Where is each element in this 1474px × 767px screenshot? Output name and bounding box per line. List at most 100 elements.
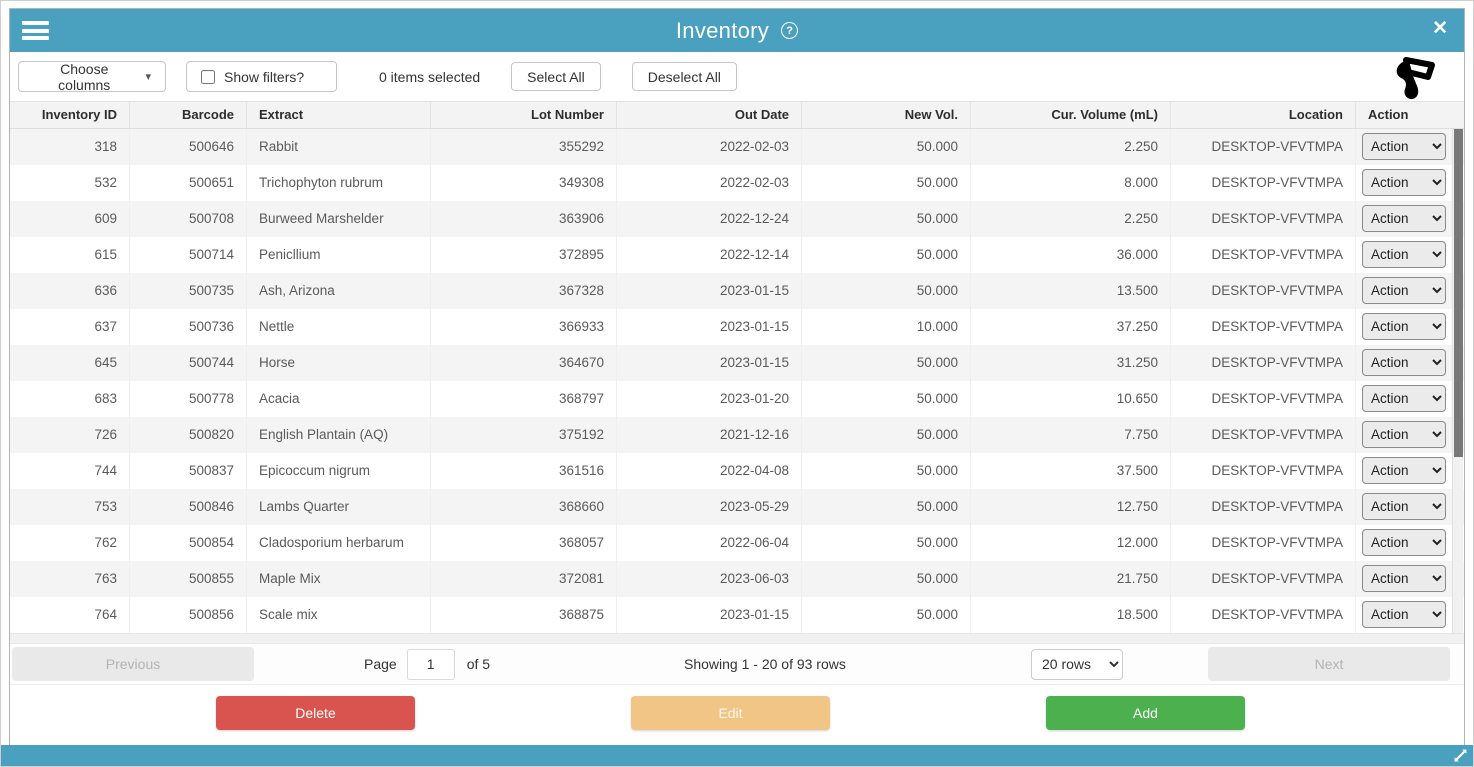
- inventory-table: Inventory ID Barcode Extract Lot Number Out …: [10, 101, 1464, 633]
- table-row[interactable]: 609 500708 Burweed Marshelder 363906 202…: [10, 201, 1464, 237]
- cell-out-date: 2022-12-14: [617, 237, 802, 273]
- table-body: 318 500646 Rabbit 355292 2022-02-03 50.0…: [10, 129, 1464, 633]
- horizontal-scrollbar[interactable]: [10, 633, 1464, 643]
- cell-inventory-id: 532: [10, 165, 130, 201]
- column-header-inventory_id[interactable]: Inventory ID: [10, 102, 130, 128]
- cell-inventory-id: 762: [10, 525, 130, 561]
- column-header-new_vol[interactable]: New Vol.: [802, 102, 971, 128]
- column-header-out_date[interactable]: Out Date: [617, 102, 802, 128]
- show-filters-checkbox[interactable]: [201, 69, 215, 84]
- table-row[interactable]: 763 500855 Maple Mix 372081 2023-06-03 5…: [10, 561, 1464, 597]
- page-label: Page: [364, 656, 397, 672]
- cell-inventory-id: 609: [10, 201, 130, 237]
- next-page-button[interactable]: Next: [1208, 647, 1450, 681]
- cell-barcode: 500855: [130, 561, 247, 597]
- table-row[interactable]: 318 500646 Rabbit 355292 2022-02-03 50.0…: [10, 129, 1464, 165]
- row-action-select[interactable]: Action: [1362, 349, 1446, 376]
- column-header-lot_number[interactable]: Lot Number: [431, 102, 617, 128]
- table-row[interactable]: 636 500735 Ash, Arizona 367328 2023-01-1…: [10, 273, 1464, 309]
- page-title: Inventory: [675, 17, 770, 43]
- column-header-action[interactable]: Action: [1368, 107, 1409, 122]
- resize-diagonal-icon[interactable]: [1452, 747, 1469, 764]
- cell-out-date: 2022-02-03: [617, 165, 802, 201]
- hamburger-menu-icon[interactable]: [22, 21, 49, 40]
- table-row[interactable]: 683 500778 Acacia 368797 2023-01-20 50.0…: [10, 381, 1464, 417]
- table-row[interactable]: 532 500651 Trichophyton rubrum 349308 20…: [10, 165, 1464, 201]
- vertical-scrollbar-thumb[interactable]: [1454, 129, 1463, 457]
- cell-location: DESKTOP-VFVTMPA: [1171, 597, 1356, 633]
- cell-inventory-id: 753: [10, 489, 130, 525]
- row-action-select[interactable]: Action: [1362, 493, 1446, 520]
- row-action-select[interactable]: Action: [1362, 277, 1446, 304]
- column-header-extract[interactable]: Extract: [247, 102, 431, 128]
- show-filters-toggle[interactable]: Show filters?: [186, 61, 337, 92]
- rows-per-page-select[interactable]: 20 rows: [1031, 648, 1123, 680]
- cell-extract: Acacia: [247, 381, 431, 417]
- cell-action: Action: [1356, 201, 1448, 237]
- table-row[interactable]: 764 500856 Scale mix 368875 2023-01-15 5…: [10, 597, 1464, 633]
- column-header-cur_volume[interactable]: Cur. Volume (mL): [971, 102, 1171, 128]
- cell-action: Action: [1356, 165, 1448, 201]
- cell-location: DESKTOP-VFVTMPA: [1171, 345, 1356, 381]
- help-icon[interactable]: ?: [781, 22, 799, 39]
- cell-inventory-id: 636: [10, 273, 130, 309]
- previous-page-button[interactable]: Previous: [12, 647, 254, 681]
- select-all-button[interactable]: Select All: [511, 62, 601, 91]
- cell-new-vol: 50.000: [802, 417, 971, 453]
- edit-button[interactable]: Edit: [631, 695, 830, 730]
- table-row[interactable]: 744 500837 Epicoccum nigrum 361516 2022-…: [10, 453, 1464, 489]
- cell-new-vol: 50.000: [802, 489, 971, 525]
- row-action-select[interactable]: Action: [1362, 205, 1446, 232]
- cell-out-date: 2021-12-16: [617, 417, 802, 453]
- cell-location: DESKTOP-VFVTMPA: [1171, 417, 1356, 453]
- barcode-scanner-icon[interactable]: [1386, 51, 1436, 101]
- cell-inventory-id: 744: [10, 453, 130, 489]
- cell-new-vol: 50.000: [802, 597, 971, 633]
- items-selected-count: 0 items selected: [379, 68, 481, 85]
- cell-new-vol: 50.000: [802, 237, 971, 273]
- cell-lot-number: 368875: [431, 597, 617, 633]
- table-row[interactable]: 637 500736 Nettle 366933 2023-01-15 10.0…: [10, 309, 1464, 345]
- cell-action: Action: [1356, 381, 1448, 417]
- cell-location: DESKTOP-VFVTMPA: [1171, 453, 1356, 489]
- row-action-select[interactable]: Action: [1362, 457, 1446, 484]
- table-row[interactable]: 645 500744 Horse 364670 2023-01-15 50.00…: [10, 345, 1464, 381]
- page-count-label: of 5: [466, 656, 491, 672]
- vertical-scrollbar[interactable]: [1452, 129, 1463, 633]
- cell-cur-volume: 36.000: [971, 237, 1171, 273]
- close-icon[interactable]: ✕: [1432, 18, 1448, 39]
- row-action-select[interactable]: Action: [1362, 529, 1446, 556]
- row-action-select[interactable]: Action: [1362, 169, 1446, 196]
- cell-cur-volume: 12.750: [971, 489, 1171, 525]
- cell-action: Action: [1356, 561, 1448, 597]
- choose-columns-dropdown[interactable]: Choose columns ▾: [18, 61, 166, 93]
- row-action-select[interactable]: Action: [1362, 133, 1446, 160]
- cell-barcode: 500837: [130, 453, 247, 489]
- cell-cur-volume: 10.650: [971, 381, 1171, 417]
- cell-inventory-id: 763: [10, 561, 130, 597]
- bottom-status-bar: [1, 745, 1473, 766]
- row-action-select[interactable]: Action: [1362, 385, 1446, 412]
- cell-out-date: 2023-01-20: [617, 381, 802, 417]
- table-row[interactable]: 726 500820 English Plantain (AQ) 375192 …: [10, 417, 1464, 453]
- deselect-all-button[interactable]: Deselect All: [631, 62, 737, 91]
- row-action-select[interactable]: Action: [1362, 241, 1446, 268]
- table-row[interactable]: 762 500854 Cladosporium herbarum 368057 …: [10, 525, 1464, 561]
- delete-button[interactable]: Delete: [216, 695, 415, 730]
- row-action-select[interactable]: Action: [1362, 565, 1446, 592]
- row-action-select[interactable]: Action: [1362, 421, 1446, 448]
- cell-new-vol: 50.000: [802, 273, 971, 309]
- cell-barcode: 500820: [130, 417, 247, 453]
- table-row[interactable]: 753 500846 Lambs Quarter 368660 2023-05-…: [10, 489, 1464, 525]
- add-button[interactable]: Add: [1046, 695, 1245, 730]
- column-header-location[interactable]: Location: [1171, 102, 1356, 128]
- cell-out-date: 2023-05-29: [617, 489, 802, 525]
- action-button-bar: Delete Edit Add: [10, 685, 1464, 740]
- cell-extract: Ash, Arizona: [247, 273, 431, 309]
- row-action-select[interactable]: Action: [1362, 601, 1446, 628]
- cell-inventory-id: 683: [10, 381, 130, 417]
- page-number-input[interactable]: [406, 648, 455, 680]
- table-row[interactable]: 615 500714 Penicllium 372895 2022-12-14 …: [10, 237, 1464, 273]
- column-header-barcode[interactable]: Barcode: [130, 102, 247, 128]
- row-action-select[interactable]: Action: [1362, 313, 1446, 340]
